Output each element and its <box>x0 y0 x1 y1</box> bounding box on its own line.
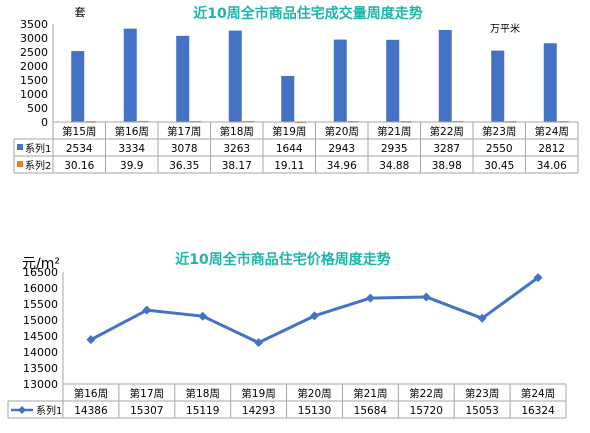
line-series1 <box>90 276 539 345</box>
y-tick-label: 3000 <box>20 32 48 45</box>
line-point-series1 <box>533 273 543 283</box>
table-cell-series2: 34.88 <box>379 160 409 172</box>
y-tick-label: 0 <box>41 116 48 129</box>
x-category-label: 第22周 <box>409 387 443 400</box>
line-point-series1 <box>86 335 96 345</box>
price-line-chart: 近10周全市商品住宅价格周度走势 元/m² 13000 13500 14000 14500… <box>7 251 567 419</box>
legend-label-series1: 系列1 <box>25 142 51 155</box>
table-cell-series1: 15130 <box>298 405 331 417</box>
x-category-label: 第23周 <box>465 387 499 400</box>
table-cell-series1: 2534 <box>66 143 93 155</box>
bar-chart-top-left-label: 套 <box>75 6 86 19</box>
table-cell-series1: 3078 <box>171 143 198 155</box>
table-cell-series2: 30.45 <box>484 160 514 172</box>
y-tick-label: 14000 <box>23 346 58 359</box>
table-cell-series1: 2935 <box>381 143 408 155</box>
bar-chart-unit-label: 万平米 <box>490 22 520 35</box>
legend-swatch-series1 <box>17 144 23 150</box>
table-cell-series1: 15307 <box>130 405 163 417</box>
table-cell-series2: 19.11 <box>274 160 304 172</box>
y-tick-label: 2500 <box>20 46 48 59</box>
table-cell-series1: 15119 <box>186 405 219 417</box>
y-tick-label: 16000 <box>23 282 58 295</box>
x-category-label: 第19周 <box>241 387 275 400</box>
y-tick-label: 13500 <box>23 362 58 375</box>
x-category-label: 第19周 <box>272 125 306 138</box>
x-category-label: 第17周 <box>130 387 164 400</box>
x-category-label: 第15周 <box>62 125 96 138</box>
y-tick-label: 13000 <box>23 378 58 391</box>
table-cell-series2: 30.16 <box>64 160 94 172</box>
line-point-series1 <box>310 311 319 321</box>
line-point-series1 <box>198 311 208 321</box>
line-chart-title: 近10周全市商品住宅价格周度走势 <box>175 251 390 268</box>
table-cell-series1: 2812 <box>538 143 565 155</box>
y-tick-label: 16500 <box>23 266 58 279</box>
y-tick-label: 1500 <box>20 74 48 87</box>
table-cell-series2: 34.96 <box>327 160 357 172</box>
bar-series1 <box>438 29 452 122</box>
bar-series1 <box>71 51 85 122</box>
table-cell-series1: 3263 <box>223 143 250 155</box>
x-category-label: 第20周 <box>325 125 359 138</box>
table-cell-series1: 14293 <box>242 405 275 417</box>
x-category-label: 第21周 <box>353 387 387 400</box>
table-cell-series1: 2550 <box>486 143 513 155</box>
x-category-label: 第21周 <box>377 125 411 138</box>
table-cell-series2: 36.35 <box>169 160 199 172</box>
line-point-series1 <box>142 305 152 315</box>
table-cell-series1: 14386 <box>74 405 108 417</box>
x-category-label: 第23周 <box>482 125 516 138</box>
table-cell-series1: 15684 <box>354 405 388 417</box>
table-cell-series2: 39.9 <box>120 160 143 172</box>
x-category-label: 第18周 <box>186 387 220 400</box>
table-cell-series2: 38.17 <box>222 160 252 172</box>
y-tick-label: 2000 <box>20 60 48 73</box>
table-cell-series1: 1644 <box>276 143 303 155</box>
legend-label-series2: 系列2 <box>25 159 51 172</box>
x-category-label: 第24周 <box>535 125 569 138</box>
table-cell-series1: 2943 <box>328 143 355 155</box>
y-tick-label: 3500 <box>20 18 48 31</box>
x-category-label: 第20周 <box>297 387 331 400</box>
x-category-label: 第16周 <box>74 387 108 400</box>
y-tick-label: 15000 <box>23 314 58 327</box>
table-cell-series1: 15053 <box>465 405 498 417</box>
y-tick-label: 500 <box>27 102 48 115</box>
table-cell-series2: 38.98 <box>432 160 462 172</box>
y-tick-label: 1000 <box>20 88 48 101</box>
bar-series1 <box>543 43 557 122</box>
bar-series1 <box>228 30 242 122</box>
bar-series1 <box>333 39 347 122</box>
bar-series1 <box>281 75 295 122</box>
x-category-label: 第16周 <box>115 125 149 138</box>
x-category-label: 第24周 <box>521 387 555 400</box>
bar-chart-title: 近10周全市商品住宅成交量周度走势 <box>193 5 422 22</box>
line-point-series1 <box>365 293 375 303</box>
table-cell-series1: 16324 <box>521 405 555 417</box>
line-point-series1 <box>254 338 264 348</box>
legend-label-series1: 系列1 <box>36 404 62 417</box>
line-chart-y-unit: 元/m² <box>22 256 60 272</box>
table-cell-series1: 3334 <box>118 143 145 155</box>
table-cell-series1: 15720 <box>410 405 443 417</box>
bar-series1 <box>176 35 190 122</box>
bar-series1 <box>123 28 137 122</box>
legend-swatch-series2 <box>17 161 23 167</box>
x-category-label: 第22周 <box>430 125 464 138</box>
table-cell-series1: 3287 <box>433 143 460 155</box>
legend-marker-series1 <box>18 406 26 414</box>
table-cell-series2: 34.06 <box>537 160 567 172</box>
x-category-label: 第17周 <box>167 125 201 138</box>
y-tick-label: 15500 <box>23 298 58 311</box>
y-tick-label: 14500 <box>23 330 58 343</box>
line-point-series1 <box>477 313 487 323</box>
x-category-label: 第18周 <box>220 125 254 138</box>
line-point-series1 <box>421 292 431 302</box>
bar-series1 <box>386 39 400 122</box>
bar-series1 <box>491 50 505 122</box>
